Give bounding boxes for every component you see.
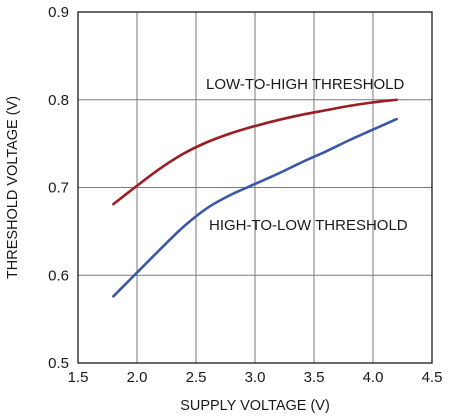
- plot-frame: [77, 11, 433, 364]
- series-line-high-to-low: [112, 117, 398, 298]
- y-tick-label: 0.5: [48, 355, 69, 372]
- x-tick-label: 1.5: [68, 369, 89, 386]
- series-line-low-to-high: [112, 98, 398, 206]
- y-tick-label: 0.7: [48, 180, 69, 197]
- x-tick-label: 2.5: [186, 369, 207, 386]
- x-tick-label: 3.0: [245, 369, 266, 386]
- y-axis-title: THRESHOLD VOLTAGE (V): [5, 96, 21, 279]
- x-tick-labels: 1.5 2.0 2.5 3.0 3.5 4.0 4.5: [68, 369, 443, 386]
- series-label-low-to-high: LOW-TO-HIGH THRESHOLD: [206, 76, 405, 93]
- grid: [78, 12, 432, 363]
- x-tick-label: 2.0: [127, 369, 148, 386]
- y-tick-labels: 0.5 0.6 0.7 0.8 0.9: [48, 4, 69, 372]
- y-tick-label: 0.8: [48, 92, 69, 109]
- y-tick-label: 0.6: [48, 267, 69, 284]
- y-tick-label: 0.9: [48, 4, 69, 21]
- series-label-high-to-low: HIGH-TO-LOW THRESHOLD: [209, 217, 408, 234]
- series-layer: [112, 98, 398, 298]
- x-tick-label: 4.5: [422, 369, 443, 386]
- x-tick-label: 3.5: [304, 369, 325, 386]
- x-axis-title: SUPPLY VOLTAGE (V): [180, 398, 330, 414]
- x-tick-label: 4.0: [363, 369, 384, 386]
